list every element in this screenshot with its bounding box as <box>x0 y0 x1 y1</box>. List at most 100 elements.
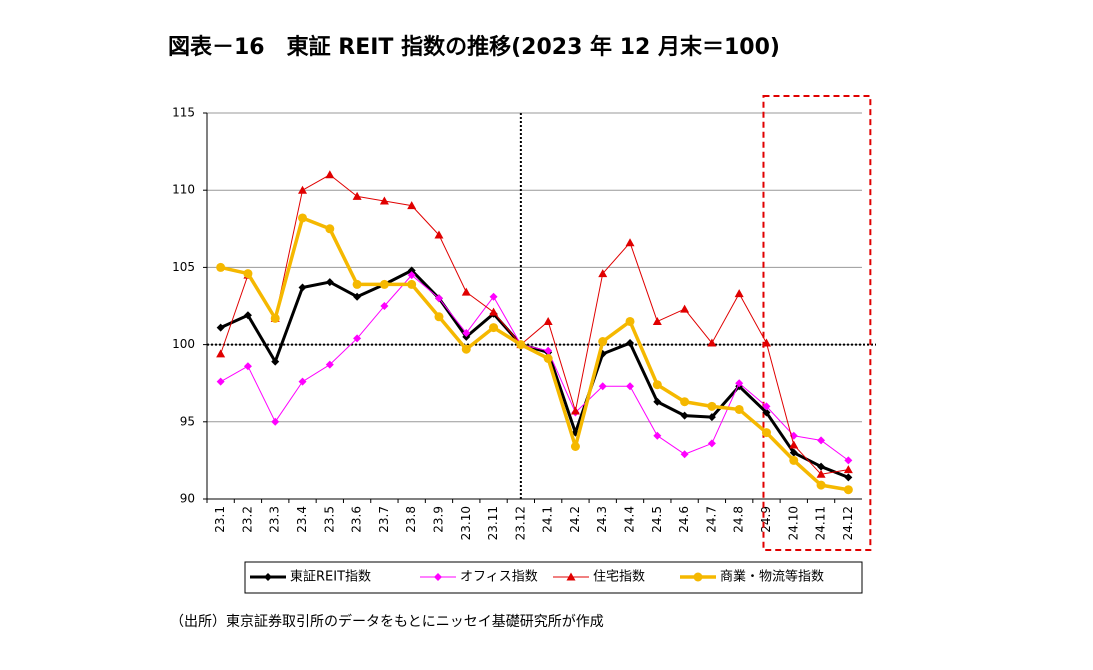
data-point <box>625 316 635 326</box>
data-point <box>379 196 389 205</box>
data-point <box>789 455 799 465</box>
data-point <box>407 279 417 289</box>
x-tick-label: 24.8 <box>732 506 746 533</box>
data-point <box>216 262 226 272</box>
x-tick-label: 23.8 <box>404 506 418 533</box>
legend-label: 住宅指数 <box>593 570 645 585</box>
data-point <box>707 413 716 422</box>
x-tick-label: 23.1 <box>213 506 227 533</box>
data-point <box>626 339 635 348</box>
data-point <box>598 337 608 347</box>
x-tick-label: 24.3 <box>595 506 609 533</box>
y-tick-label: 90 <box>180 492 195 506</box>
data-point <box>243 269 253 279</box>
data-point <box>298 377 307 386</box>
data-point <box>544 346 553 355</box>
data-point <box>707 338 717 347</box>
data-point <box>461 287 471 296</box>
x-tick-label: 23.4 <box>295 506 309 533</box>
y-tick-label: 105 <box>172 260 195 274</box>
data-point <box>789 448 798 457</box>
data-point <box>298 283 307 292</box>
data-point <box>407 266 416 275</box>
data-point <box>353 334 362 343</box>
x-tick-label: 24.12 <box>841 506 855 540</box>
x-tick-label: 23.7 <box>377 506 391 533</box>
data-point <box>844 473 853 482</box>
series-line <box>220 174 849 475</box>
data-point <box>462 329 471 338</box>
x-tick-label: 24.5 <box>650 506 664 533</box>
x-tick-label: 24.10 <box>786 506 800 540</box>
x-tick-label: 23.6 <box>350 506 364 533</box>
data-point <box>817 436 826 445</box>
legend-marker <box>566 572 576 581</box>
data-point <box>352 191 362 200</box>
chart-title: 図表－16 東証 REIT 指数の推移(2023 年 12 月末＝100) <box>168 34 780 60</box>
data-point <box>461 344 471 354</box>
data-point <box>352 279 362 289</box>
data-point <box>680 450 689 459</box>
y-tick-label: 95 <box>180 414 195 428</box>
data-point <box>489 307 499 316</box>
data-point <box>707 439 716 448</box>
x-tick-label: 24.9 <box>759 506 773 533</box>
data-point <box>434 230 444 239</box>
x-tick-label: 23.2 <box>240 506 254 533</box>
data-point <box>625 238 635 247</box>
data-point <box>325 224 335 234</box>
data-point <box>735 379 744 388</box>
data-point <box>652 316 662 325</box>
series-line <box>220 216 849 492</box>
x-tick-label: 23.5 <box>322 506 336 533</box>
data-point <box>734 289 744 298</box>
data-point <box>325 278 334 287</box>
data-point <box>379 279 389 289</box>
data-point <box>243 311 252 320</box>
x-tick-label: 24.6 <box>677 506 691 533</box>
legend-label: 商業・物流等指数 <box>720 569 824 585</box>
data-point <box>489 323 499 333</box>
data-point <box>680 304 690 313</box>
data-point <box>243 362 252 371</box>
data-point <box>761 338 771 347</box>
data-point <box>843 465 853 474</box>
data-point <box>789 440 799 449</box>
legend-label: 東証REIT指数 <box>290 569 371 585</box>
x-tick-label: 24.4 <box>623 506 637 533</box>
data-point <box>353 292 362 301</box>
data-point <box>216 349 226 358</box>
data-point <box>762 408 771 417</box>
data-point <box>816 480 826 490</box>
x-tick-label: 23.9 <box>431 506 445 533</box>
data-point <box>216 377 225 386</box>
legend-label: オフィス指数 <box>460 570 538 585</box>
data-point <box>598 269 608 278</box>
data-point <box>489 292 498 301</box>
y-tick-label: 110 <box>172 183 195 197</box>
source-note: （出所）東京証券取引所のデータをもとにニッセイ基礎研究所が作成 <box>170 613 604 630</box>
data-point <box>653 431 662 440</box>
data-point <box>380 302 389 310</box>
x-tick-label: 23.11 <box>486 506 500 540</box>
data-point <box>817 462 826 471</box>
legend-marker <box>434 573 442 581</box>
x-tick-label: 24.7 <box>704 506 718 533</box>
data-point <box>761 428 771 438</box>
data-point <box>626 382 635 391</box>
data-point <box>216 323 225 332</box>
data-point <box>543 353 553 363</box>
highlight-box <box>762 95 872 551</box>
data-point <box>270 313 280 323</box>
data-point <box>325 170 335 179</box>
data-point <box>598 382 607 391</box>
x-tick-label: 24.11 <box>814 506 828 540</box>
data-point <box>844 456 853 465</box>
series-line <box>220 268 849 479</box>
data-point <box>298 213 308 223</box>
legend-marker <box>264 573 272 581</box>
data-point <box>707 401 717 411</box>
data-point <box>734 404 744 414</box>
x-tick-label: 24.1 <box>541 506 555 533</box>
